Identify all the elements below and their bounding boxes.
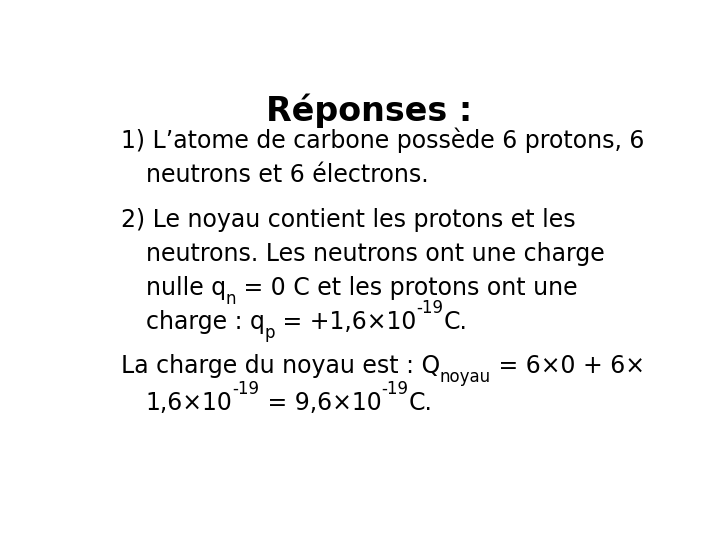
Text: 1) L’atome de carbone possède 6 protons, 6: 1) L’atome de carbone possède 6 protons,… bbox=[121, 127, 644, 153]
Text: n: n bbox=[226, 291, 236, 308]
Text: C.: C. bbox=[408, 391, 432, 415]
Text: C.: C. bbox=[444, 310, 467, 334]
Text: = +1,6×10: = +1,6×10 bbox=[275, 310, 417, 334]
Text: = 0 C et les protons ont une: = 0 C et les protons ont une bbox=[236, 276, 578, 300]
Text: -19: -19 bbox=[417, 300, 444, 318]
Text: neutrons et 6 électrons.: neutrons et 6 électrons. bbox=[145, 163, 428, 187]
Text: -19: -19 bbox=[382, 380, 408, 398]
Text: Réponses :: Réponses : bbox=[266, 94, 472, 129]
Text: charge : q: charge : q bbox=[145, 310, 265, 334]
Text: 2) Le noyau contient les protons et les: 2) Le noyau contient les protons et les bbox=[121, 208, 575, 232]
Text: nulle q: nulle q bbox=[145, 276, 226, 300]
Text: -19: -19 bbox=[233, 380, 260, 398]
Text: p: p bbox=[265, 325, 275, 342]
Text: = 9,6×10: = 9,6×10 bbox=[260, 391, 382, 415]
Text: neutrons. Les neutrons ont une charge: neutrons. Les neutrons ont une charge bbox=[145, 242, 605, 266]
Text: La charge du noyau est : Q: La charge du noyau est : Q bbox=[121, 354, 440, 379]
Text: noyau: noyau bbox=[440, 368, 491, 387]
Text: 1,6×10: 1,6×10 bbox=[145, 391, 233, 415]
Text: = 6×0 + 6×: = 6×0 + 6× bbox=[491, 354, 645, 379]
